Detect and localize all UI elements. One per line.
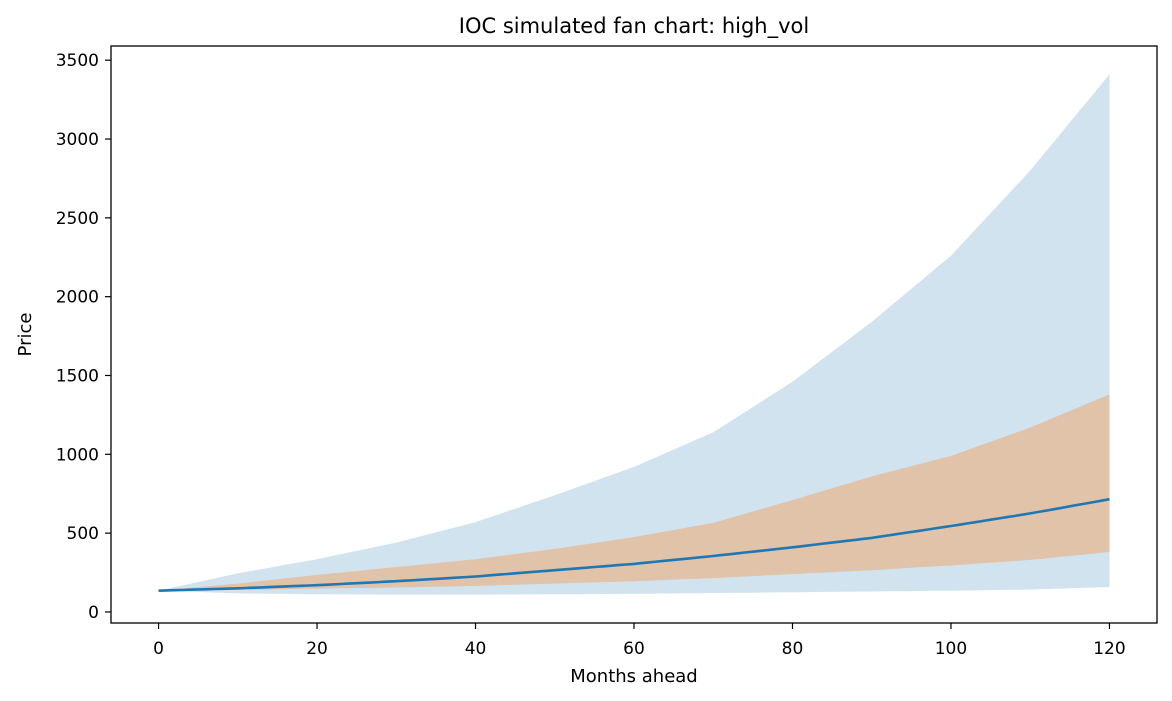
y-tick-label: 500 [67,524,99,544]
chart-title: IOC simulated fan chart: high_vol [459,14,809,39]
lines-layer [158,497,1110,592]
x-axis-label: Months ahead [570,666,698,687]
y-tick-label: 2000 [56,288,99,308]
y-axis: 0 500 1000 1500 2000 2500 3000 3500 [56,51,111,623]
outer-percentile-band [158,74,1110,595]
y-tick-label: 1500 [56,366,99,386]
x-tick-label: 100 [935,639,967,659]
y-tick-label: 1000 [56,445,99,465]
x-axis: 0 20 40 60 80 100 120 [153,623,1126,659]
y-tick-label: 3000 [56,130,99,150]
y-tick-label: 0 [88,603,99,623]
inner-percentile-band [158,394,1110,591]
x-tick-label: 0 [153,639,164,659]
x-tick-label: 120 [1093,639,1125,659]
x-tick-label: 80 [782,639,804,659]
median-line [158,497,1110,592]
x-tick-label: 20 [306,639,328,659]
y-tick-label: 2500 [56,209,99,229]
y-tick-label: 3500 [56,51,99,71]
bands-layer [158,74,1110,595]
y-axis-label: Price [15,313,36,357]
x-tick-label: 60 [623,639,645,659]
x-tick-label: 40 [465,639,487,659]
